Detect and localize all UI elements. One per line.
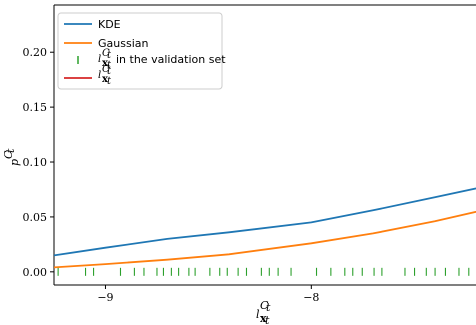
legend-validation-sup-sub: t — [107, 50, 112, 61]
legend-kde-label: KDE — [98, 18, 121, 31]
y-tick-label: 0.15 — [23, 101, 48, 114]
y-tick-label: 0.10 — [23, 156, 48, 169]
plot-series — [54, 187, 476, 276]
legend-marker-sub-sub: t — [107, 76, 112, 87]
y-axis-label-sup-sub: t — [4, 148, 17, 153]
legend-validation-suffix: in the validation set — [116, 53, 226, 66]
legend-validation-sub-sub: t — [107, 60, 112, 71]
legend-marker-sup-sub: t — [107, 66, 112, 77]
y-axis-ticks: 0.00 0.05 0.10 0.15 0.20 — [23, 46, 54, 279]
y-axis-label-p: p — [8, 159, 21, 166]
y-axis-label-sup: C — [2, 150, 15, 159]
y-axis-label: p C t — [2, 148, 21, 166]
x-axis-label-l: l — [256, 308, 260, 321]
legend-marker-label: l C t x t — [98, 64, 112, 87]
x-tick-label: −9 — [97, 291, 113, 304]
legend-marker-sup: C — [102, 64, 110, 75]
gaussian-line — [54, 210, 476, 269]
x-axis-ticks: −9 −8 — [97, 285, 319, 304]
legend-gaussian-label: Gaussian — [98, 37, 148, 50]
x-tick-label: −8 — [303, 291, 319, 304]
legend-validation-sub: x — [102, 58, 109, 69]
x-axis-label-sup-sub: t — [266, 301, 271, 314]
x-axis-label-sub: x — [260, 312, 267, 325]
legend-marker-sub: x — [102, 74, 109, 85]
kde-line — [54, 187, 476, 257]
y-tick-label: 0.05 — [23, 211, 48, 224]
legend-frame — [57, 12, 223, 90]
plot-area — [53, 4, 476, 286]
x-axis-label: l C t x t — [256, 299, 271, 325]
legend: KDE Gaussian l C t x t in the validation… — [57, 12, 226, 90]
y-tick-label: 0.00 — [23, 266, 48, 279]
y-tick-label: 0.20 — [23, 46, 48, 59]
x-axis-label-sup: C — [260, 299, 269, 312]
legend-marker-l: l — [98, 70, 101, 81]
legend-validation-l: l — [98, 54, 101, 65]
validation-rug — [57, 267, 470, 276]
legend-validation-label: l C t x t in the validation set — [98, 48, 226, 71]
x-axis-label-sub-sub: t — [265, 314, 270, 325]
legend-validation-sup: C — [102, 48, 110, 59]
